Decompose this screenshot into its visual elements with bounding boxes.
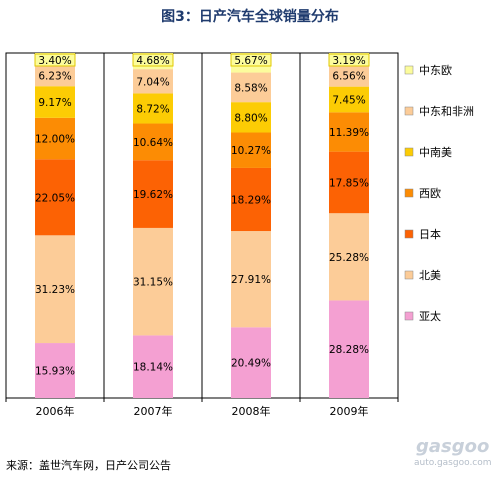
legend-label: 中东和非洲	[419, 105, 474, 118]
data-label: 28.28%	[329, 344, 369, 356]
data-label: 25.28%	[329, 252, 369, 264]
x-tick-label: 2008年	[232, 404, 271, 418]
data-label-box	[230, 53, 272, 67]
legend-label: 中东欧	[419, 64, 452, 77]
data-label: 18.29%	[231, 194, 271, 206]
legend-swatch	[404, 229, 414, 239]
bar-segment	[133, 93, 173, 124]
x-tick-label: 2006年	[36, 404, 75, 418]
bar-segment	[231, 327, 271, 398]
bar-segment	[231, 102, 271, 133]
x-tick-label: 2009年	[330, 404, 369, 418]
legend-label: 北美	[419, 269, 441, 282]
bar-segment	[329, 112, 369, 152]
data-label: 18.14%	[133, 362, 173, 374]
x-tick-label: 2007年	[134, 404, 173, 418]
data-label: 6.56%	[332, 70, 365, 82]
data-label: 17.85%	[329, 177, 369, 189]
watermark-logo-text: gasgoo	[416, 436, 490, 457]
data-label: 19.62%	[133, 189, 173, 201]
bar-segment	[133, 335, 173, 398]
bar-segment	[35, 159, 75, 236]
bar-segment	[35, 343, 75, 398]
data-label: 27.91%	[231, 274, 271, 286]
bar-segment	[231, 72, 271, 103]
watermark-url: auto.gasgoo.com	[414, 458, 492, 468]
legend-label: 亚太	[419, 310, 441, 323]
legend-swatch	[404, 270, 414, 280]
legend-swatch	[404, 311, 414, 321]
bar-segment	[231, 132, 271, 168]
data-label: 8.72%	[136, 103, 169, 115]
data-label: 8.80%	[234, 112, 267, 124]
data-label-box	[34, 53, 76, 67]
bar-segment	[133, 227, 173, 336]
bar-segment	[133, 160, 173, 228]
bar-segment	[35, 117, 75, 160]
bar-segment	[329, 300, 369, 398]
data-label: 9.17%	[38, 97, 71, 109]
data-label: 7.45%	[332, 94, 365, 106]
data-label: 31.15%	[133, 277, 173, 289]
data-label: 31.23%	[35, 284, 75, 296]
legend-label: 日本	[419, 227, 441, 241]
bar-segment	[329, 151, 369, 214]
legend-swatch	[404, 106, 414, 116]
legend-label: 中南美	[419, 146, 452, 159]
bar-segment	[329, 64, 369, 87]
data-label: 20.49%	[231, 358, 271, 370]
data-label: 6.23%	[38, 70, 71, 82]
bar-segment	[329, 86, 369, 113]
data-label: 3.19%	[332, 55, 365, 67]
data-label: 4.68%	[136, 55, 169, 67]
bar-segment	[231, 167, 271, 232]
source-note: 来源：盖世汽车网，日产公司公告	[6, 459, 171, 472]
legend-swatch	[404, 147, 414, 157]
legend-swatch	[404, 65, 414, 75]
data-label: 7.04%	[136, 76, 169, 88]
legend-label: 西欧	[419, 187, 441, 200]
data-label-box	[328, 53, 370, 67]
data-label: 8.58%	[234, 82, 267, 94]
data-label: 22.05%	[35, 192, 75, 204]
data-label: 11.39%	[329, 127, 369, 139]
data-label: 10.27%	[231, 145, 271, 157]
data-label: 15.93%	[35, 366, 75, 378]
plot-area: 15.93% 31.23% 22.05% 12.00% 9.17% 6.23% 3.40% 2…	[5, 52, 399, 418]
bar-segment	[35, 64, 75, 87]
legend-swatch	[404, 188, 414, 198]
data-label-box	[132, 53, 174, 67]
watermark-logo: gasgoo auto.gasgoo.com	[404, 432, 496, 472]
data-label: 3.40%	[38, 55, 71, 67]
bar-segment	[231, 231, 271, 328]
bar-segment	[35, 235, 75, 344]
bar-segment	[35, 86, 75, 118]
bar-segment	[133, 69, 173, 94]
data-label: 12.00%	[35, 134, 75, 146]
bar-segment	[329, 213, 369, 301]
chart-title: 图3：日产汽车全球销量分布	[161, 9, 339, 25]
bar-segment	[133, 123, 173, 161]
data-label: 5.67%	[234, 55, 267, 67]
data-label: 10.64%	[133, 137, 173, 149]
